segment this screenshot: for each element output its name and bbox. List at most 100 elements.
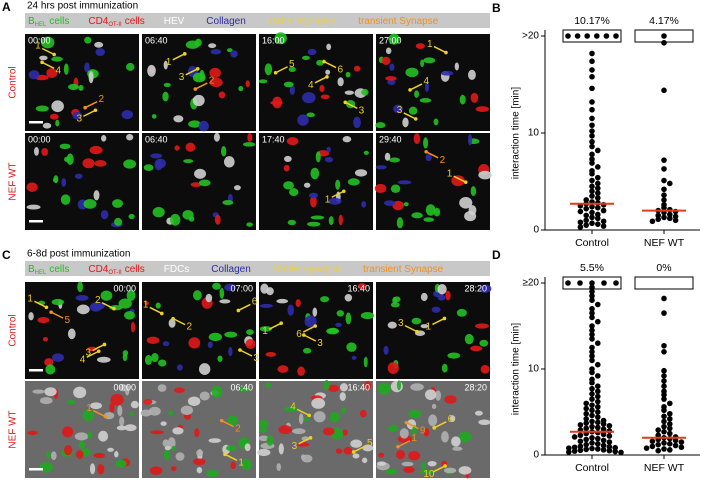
cell (464, 333, 474, 345)
cell (459, 94, 466, 105)
overflow-box (562, 29, 622, 43)
arrow-number: 2 (235, 424, 241, 435)
data-point (589, 385, 595, 392)
data-point (565, 33, 571, 39)
cell (322, 427, 335, 436)
cell (389, 63, 395, 71)
cell (28, 70, 40, 80)
cell (375, 122, 386, 129)
arrow (149, 306, 163, 315)
timestamp: 16:00 (262, 35, 285, 45)
data-point (595, 340, 601, 347)
cell (163, 449, 171, 461)
cell (361, 88, 369, 96)
cell (306, 112, 315, 118)
cell (244, 443, 251, 452)
data-point (655, 427, 661, 433)
data-point (589, 435, 595, 441)
legend-main: HEV (164, 16, 185, 27)
arrow (453, 175, 467, 183)
arrow (296, 408, 310, 417)
cell (114, 217, 123, 226)
data-point (672, 213, 679, 220)
arrow (353, 445, 366, 453)
scale-bar (29, 220, 43, 223)
cell (342, 136, 352, 143)
arrow (172, 53, 186, 61)
cell (67, 328, 76, 340)
data-point (595, 174, 601, 181)
x-tick-label: Control (575, 462, 609, 474)
legend-text: CD4OT-II cells (88, 264, 144, 276)
arrow-head (343, 100, 348, 105)
legend-main: Collagen (211, 264, 250, 275)
cell (384, 152, 391, 161)
arrow-head (442, 316, 447, 321)
data-point (589, 133, 595, 139)
data-point (595, 211, 601, 218)
cell (45, 364, 56, 375)
cell (287, 304, 295, 316)
data-point (603, 33, 610, 39)
cell (76, 450, 84, 459)
cell (403, 202, 409, 207)
arrow-head (103, 414, 108, 419)
cell (456, 308, 467, 317)
cell (130, 321, 136, 333)
cell (172, 427, 184, 435)
data-point (661, 39, 667, 46)
data-point (600, 442, 607, 449)
timestamp: 00:00 (113, 283, 136, 293)
timestamp: 28:20 (464, 283, 487, 293)
arrow-number: 2 (209, 75, 215, 86)
cell (266, 434, 274, 446)
cell (459, 196, 473, 209)
timestamp: 00:00 (113, 382, 136, 392)
arrow-head (279, 321, 283, 326)
arrow-head (238, 348, 242, 352)
data-point (583, 205, 589, 212)
cell (90, 402, 102, 410)
arrow-head (302, 333, 306, 337)
data-point (661, 33, 667, 39)
cell (214, 214, 221, 225)
arrow (432, 317, 445, 326)
data-point (583, 197, 589, 203)
data-point (661, 367, 667, 374)
legend-main: FDCs (164, 264, 190, 275)
cell (93, 452, 106, 459)
data-point (589, 193, 595, 199)
data-point (577, 443, 584, 450)
cell (258, 79, 268, 84)
data-point (661, 197, 667, 203)
arrow-number: 3 (179, 72, 185, 83)
arrow-number: 6 (337, 65, 343, 76)
data-point (566, 449, 572, 455)
panel-letter: B (492, 1, 501, 15)
cell (227, 415, 238, 426)
x-tick-label: Control (575, 237, 609, 249)
cell (170, 466, 177, 471)
cell (343, 447, 353, 455)
data-point (589, 170, 595, 177)
legend-main: CD4 (88, 264, 108, 275)
arrow (50, 311, 64, 319)
data-point (661, 157, 667, 163)
data-point (649, 218, 656, 225)
arrow-head (424, 149, 428, 154)
cell (363, 150, 369, 155)
data-point (667, 425, 673, 432)
x-tick-label: NEF WT (644, 462, 685, 474)
legend-main: stable Synapse (273, 264, 342, 275)
arrow (83, 109, 96, 117)
data-point (583, 410, 589, 417)
cell (55, 119, 60, 127)
cell (51, 100, 64, 113)
cell (402, 117, 409, 128)
arrow-head (182, 52, 187, 56)
cell (151, 352, 159, 363)
cell (410, 383, 424, 391)
data-point (667, 211, 673, 218)
arrow-head (195, 66, 200, 71)
cell (163, 82, 171, 88)
